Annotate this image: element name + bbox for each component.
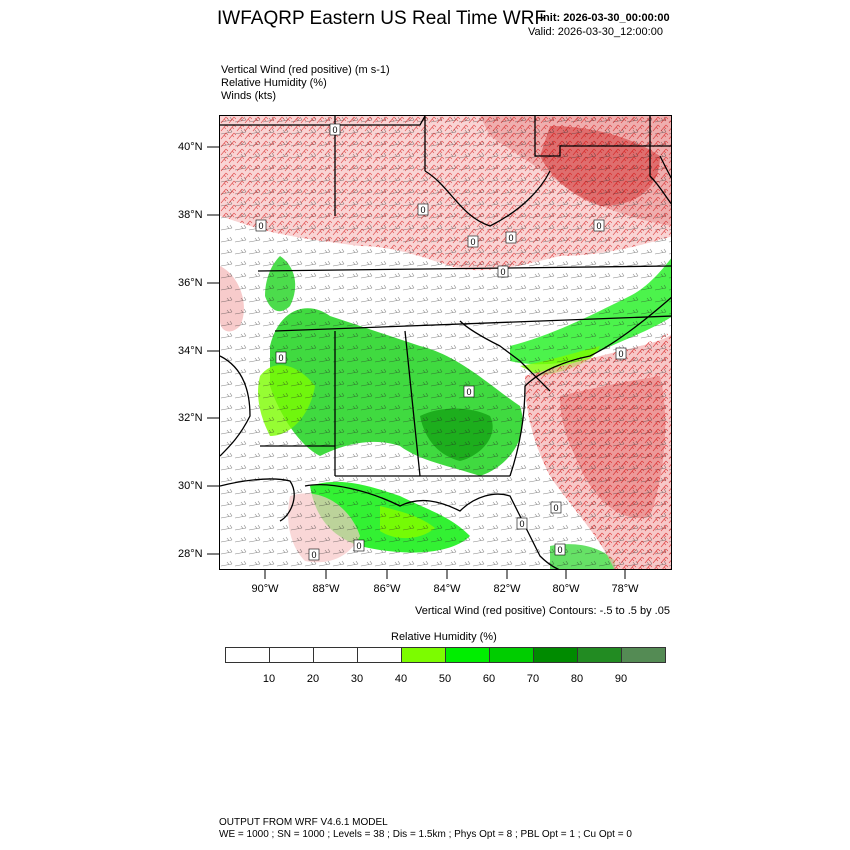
field-list: Vertical Wind (red positive) (m s-1) Rel… (221, 64, 390, 103)
colorbar-tick: 20 (306, 673, 320, 685)
lat-ticks (207, 146, 219, 555)
colorbar-tick: 50 (438, 673, 452, 685)
colorbar-segment (314, 648, 358, 662)
contour-zero-labels: 0 0 0 0 0 0 0 0 0 0 0 0 0 0 0 (255, 123, 627, 561)
footer-config: WE = 1000 ; SN = 1000 ; Levels = 38 ; Di… (219, 829, 632, 840)
contour-note: Vertical Wind (red positive) Contours: -… (415, 605, 670, 617)
colorbar-segment (578, 648, 622, 662)
svg-text:0: 0 (554, 503, 559, 513)
lat-label-40n: 40°N (178, 141, 203, 153)
svg-text:0: 0 (467, 387, 472, 397)
svg-text:0: 0 (501, 267, 506, 277)
colorbar-tick: 70 (526, 673, 540, 685)
lat-label-28n: 28°N (178, 548, 203, 560)
map-panel: 0 0 0 0 0 0 0 0 0 0 0 0 0 0 0 (219, 115, 672, 570)
svg-text:0: 0 (259, 221, 264, 231)
colorbar-segment (270, 648, 314, 662)
svg-text:0: 0 (619, 349, 624, 359)
lat-label-36n: 36°N (178, 277, 203, 289)
lat-label-34n: 34°N (178, 345, 203, 357)
svg-text:0: 0 (558, 545, 563, 555)
lat-label-38n: 38°N (178, 209, 203, 221)
valid-time: Valid: 2026-03-30_12:00:00 (528, 26, 663, 38)
rh-colorbar (225, 647, 666, 663)
footer-model: OUTPUT FROM WRF V4.6.1 MODEL (219, 817, 388, 828)
colorbar-tick: 10 (262, 673, 276, 685)
svg-text:0: 0 (312, 550, 317, 560)
field-vertical-wind: Vertical Wind (red positive) (m s-1) (221, 64, 390, 76)
lon-label-90w: 90°W (251, 583, 279, 595)
colorbar-segment (534, 648, 578, 662)
svg-text:0: 0 (520, 519, 525, 529)
colorbar-segment (226, 648, 270, 662)
map-canvas: 0 0 0 0 0 0 0 0 0 0 0 0 0 0 0 (220, 116, 671, 569)
lat-label-32n: 32°N (178, 412, 203, 424)
svg-text:0: 0 (279, 353, 284, 363)
colorbar-tick: 60 (482, 673, 496, 685)
svg-text:0: 0 (357, 541, 362, 551)
lon-label-82w: 82°W (493, 583, 521, 595)
colorbar-segment (490, 648, 534, 662)
field-relative-humidity: Relative Humidity (%) (221, 77, 327, 89)
colorbar-tick: 30 (350, 673, 364, 685)
colorbar-title: Relative Humidity (%) (391, 631, 497, 643)
colorbar-segment (622, 648, 665, 662)
colorbar-tick: 90 (614, 673, 628, 685)
colorbar-tick: 40 (394, 673, 408, 685)
political-boundaries (220, 116, 671, 569)
colorbar-tick: 80 (570, 673, 584, 685)
lon-label-88w: 88°W (312, 583, 340, 595)
lon-label-86w: 86°W (373, 583, 401, 595)
lon-label-84w: 84°W (433, 583, 461, 595)
lat-label-30n: 30°N (178, 480, 203, 492)
colorbar-segment (446, 648, 490, 662)
lon-label-80w: 80°W (552, 583, 580, 595)
plot-title: IWFAQRP Eastern US Real Time WRF (217, 8, 547, 29)
svg-text:0: 0 (421, 205, 426, 215)
field-winds: Winds (kts) (221, 90, 276, 102)
svg-text:0: 0 (509, 233, 514, 243)
svg-text:0: 0 (597, 221, 602, 231)
svg-text:0: 0 (333, 125, 338, 135)
init-time: Init: 2026-03-30_00:00:00 (540, 12, 670, 24)
colorbar-segment (358, 648, 402, 662)
colorbar-segment (402, 648, 446, 662)
svg-text:0: 0 (471, 237, 476, 247)
lon-label-78w: 78°W (611, 583, 639, 595)
lon-ticks (264, 569, 626, 579)
